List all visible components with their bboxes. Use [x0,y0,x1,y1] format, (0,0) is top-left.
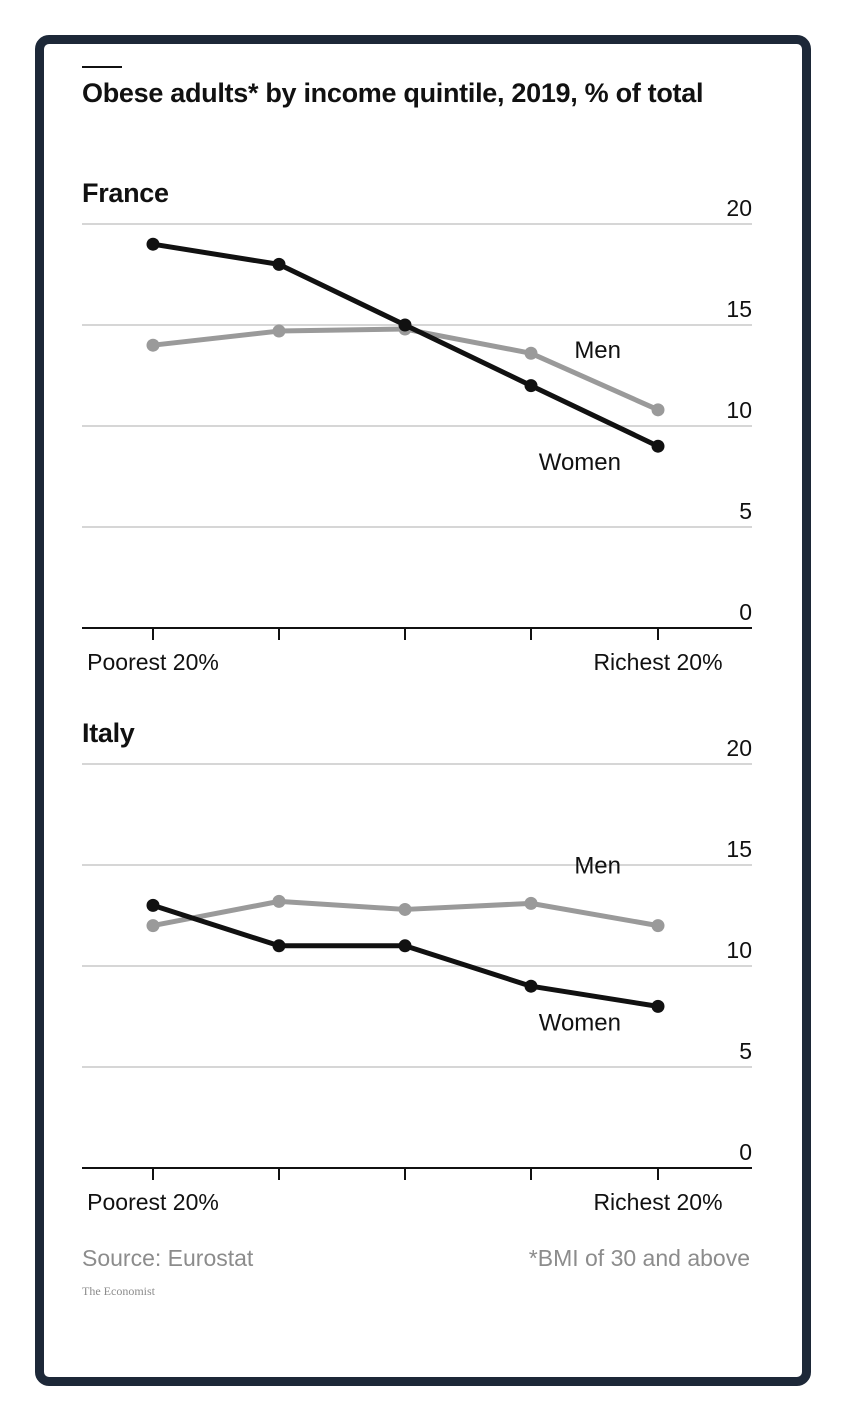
italy-women-series-label: Women [539,1009,621,1036]
chart-frame [35,35,811,1386]
france-women-point [398,318,412,332]
italy-women-point [146,898,160,912]
italy-women-point [398,939,412,953]
france-men-point [651,403,665,417]
france-women-point [272,257,286,271]
panel-title-italy: Italy [82,718,135,748]
italy-men-point [398,902,412,916]
france-x-tick-label: Poorest 20% [87,649,219,675]
italy-men-point [272,894,286,908]
france-x-tick-label: Richest 20% [593,649,722,675]
italy-y-tick-label: 20 [726,735,752,761]
italy-x-tick-label: Richest 20% [593,1189,722,1215]
italy-women-point [651,999,665,1013]
france-y-tick-label: 10 [726,397,752,423]
source-note: Source: Eurostat [82,1245,254,1271]
france-men-point [146,338,160,352]
italy-y-tick-label: 10 [726,937,752,963]
italy-men-point [651,919,665,933]
france-y-tick-label: 15 [726,296,752,322]
publisher-logo: The Economist [82,1284,155,1298]
france-men-series-label: Men [574,337,621,364]
italy-women-point [524,979,538,993]
panel-title-france: France [82,178,169,208]
italy-women-point [272,939,286,953]
italy-men-point [524,896,538,910]
france-y-tick-label: 5 [739,498,752,524]
france-women-point [651,439,665,453]
italy-men-point [146,919,160,933]
france-women-point [524,379,538,393]
italy-y-tick-label: 15 [726,836,752,862]
chart-title: Obese adults* by income quintile, 2019, … [82,78,704,108]
italy-y-tick-label: 0 [739,1139,752,1165]
italy-women-line [150,902,661,1009]
france-y-tick-label: 0 [739,599,752,625]
italy-x-tick-label: Poorest 20% [87,1189,219,1215]
footnote: *BMI of 30 and above [528,1245,750,1271]
france-men-point [272,324,286,338]
france-y-tick-label: 20 [726,195,752,221]
france-women-series-label: Women [539,449,621,476]
accent-rule [82,66,122,68]
italy-men-series-label: Men [574,853,621,880]
france-women-point [146,237,160,251]
italy-y-tick-label: 5 [739,1038,752,1064]
france-men-point [524,346,538,360]
